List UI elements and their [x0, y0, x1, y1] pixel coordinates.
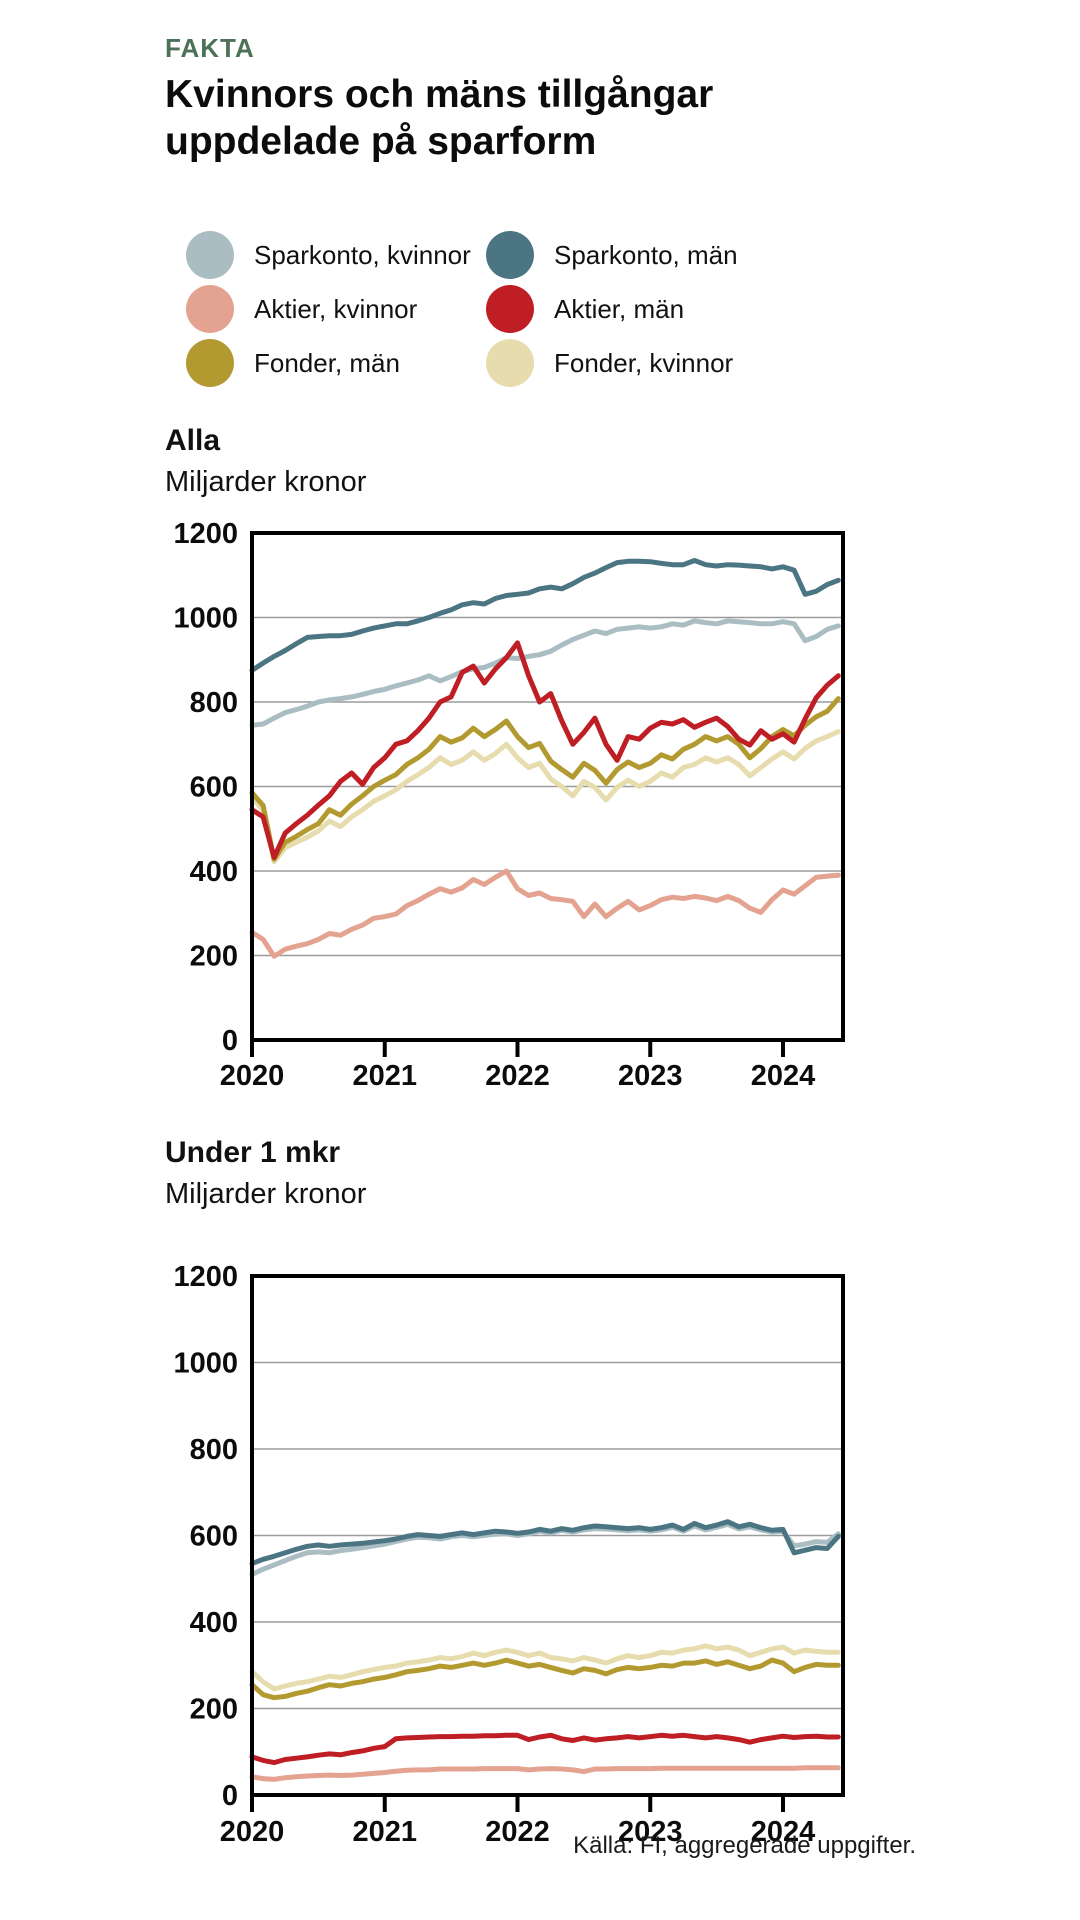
y-axis-tick-label: 800: [190, 1434, 238, 1466]
y-axis-tick-label: 0: [222, 1780, 238, 1812]
series-line-sparkonto-kvinnor: [249, 618, 841, 728]
x-axis-tick-label: 2022: [485, 1060, 550, 1092]
x-axis-tick-label: 2023: [618, 1060, 683, 1092]
chart-under-1-mkr: 0 200 400 600 800 1000 1200 2020 2021 2022 2023 202…: [173, 1261, 845, 1848]
series-line-fonder-kvinnor: [249, 729, 841, 865]
plot-border: [250, 531, 845, 1042]
y-axis-tick-label: 400: [190, 856, 238, 888]
x-axis-tick-label: 2023: [618, 1816, 683, 1848]
series-line-fonder-man: [249, 696, 841, 862]
x-axis-tick-label: 2020: [220, 1060, 285, 1092]
legend-dot-aktier-kvinnor-icon: [186, 285, 234, 333]
series-line-sparkonto-man: [249, 1519, 841, 1567]
y-axis-tick-label: 1200: [173, 1261, 238, 1293]
y-axis-tick-label: 400: [190, 1607, 238, 1639]
series-line-aktier-man: [249, 640, 841, 860]
legend-item-aktier-man: Aktier, män: [486, 285, 906, 333]
legend-item-fonder-kvinnor: Fonder, kvinnor: [486, 339, 906, 387]
legend-label: Aktier, män: [554, 293, 685, 324]
legend-item-sparkonto-kvinnor: Sparkonto, kvinnor: [186, 231, 486, 279]
legend-dot-aktier-man-icon: [486, 285, 534, 333]
chart-alla: 0 200 400 600 800 1000 1200 2020 2021 2022 2023 202…: [173, 518, 845, 1092]
legend-dot-fonder-man-icon: [186, 339, 234, 387]
page-title-line1: Kvinnors och mäns tillgångar: [165, 73, 714, 116]
legend-item-aktier-kvinnor: Aktier, kvinnor: [186, 285, 486, 333]
series-line-aktier-kvinnor: [249, 868, 841, 959]
plot-border: [250, 1274, 845, 1797]
legend-item-fonder-man: Fonder, män: [186, 339, 486, 387]
series-line-fonder-kvinnor: [249, 1643, 841, 1692]
source-note: Källa: FI, aggregerade uppgifter.: [573, 1832, 916, 1859]
x-axis-tick-label: 2024: [751, 1816, 816, 1848]
y-axis-tick-label: 600: [190, 772, 238, 804]
x-axis-tick-label: 2021: [352, 1060, 417, 1092]
chart2-ylabel: Miljarder kronor: [165, 1178, 367, 1210]
legend-dot-sparkonto-kvinnor-icon: [186, 231, 234, 279]
legend-label: Fonder, kvinnor: [554, 347, 734, 378]
legend-dot-sparkonto-man-icon: [486, 231, 534, 279]
chart1-ylabel: Miljarder kronor: [165, 466, 367, 498]
x-axis-tick-label: 2022: [485, 1816, 550, 1848]
series-line-fonder-man: [249, 1657, 841, 1701]
series-line-aktier-man: [249, 1732, 841, 1766]
y-axis-tick-label: 1000: [173, 603, 238, 635]
y-axis-tick-label: 0: [222, 1025, 238, 1057]
legend-label: Sparkonto, män: [554, 239, 738, 270]
legend-label: Sparkonto, kvinnor: [254, 239, 471, 270]
x-axis-tick-label: 2021: [352, 1816, 417, 1848]
legend-label: Aktier, kvinnor: [254, 293, 418, 324]
y-axis-tick-label: 600: [190, 1521, 238, 1553]
series-line-sparkonto-man: [249, 558, 841, 673]
legend-dot-fonder-kvinnor-icon: [486, 339, 534, 387]
y-axis-tick-label: 1000: [173, 1348, 238, 1380]
page-title: Kvinnors och mäns tillgångar uppdelade p…: [165, 72, 845, 166]
chart2-title: Under 1 mkr: [165, 1136, 341, 1169]
page-title-line2: uppdelade på sparform: [165, 119, 597, 163]
legend: Sparkonto, kvinnor Sparkonto, män Aktier…: [186, 231, 906, 387]
kicker-fakta: FAKTA: [165, 33, 255, 63]
y-axis-tick-label: 200: [190, 941, 238, 973]
legend-label: Fonder, män: [254, 347, 400, 378]
series-line-aktier-kvinnor: [249, 1765, 841, 1782]
x-axis-tick-label: 2024: [751, 1060, 816, 1092]
chart1-title: Alla: [165, 424, 221, 457]
y-axis-tick-label: 200: [190, 1694, 238, 1726]
legend-item-sparkonto-man: Sparkonto, män: [486, 231, 906, 279]
y-axis-tick-label: 1200: [173, 518, 238, 550]
x-axis-tick-label: 2020: [220, 1816, 285, 1848]
y-axis-tick-label: 800: [190, 687, 238, 719]
